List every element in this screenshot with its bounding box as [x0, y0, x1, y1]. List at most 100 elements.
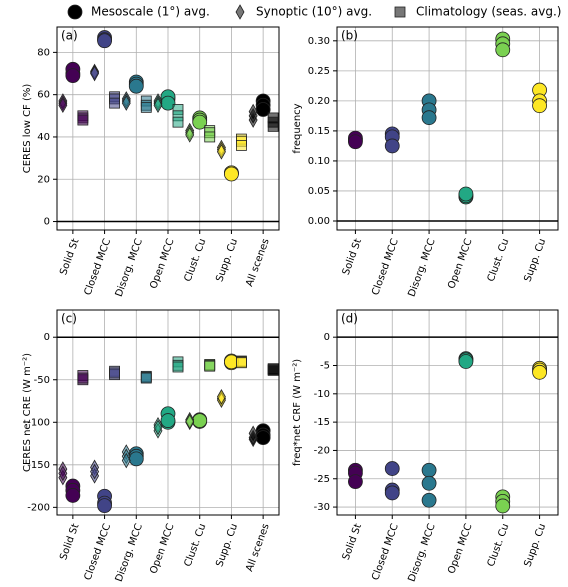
circle-marker: [65, 488, 81, 503]
y-tick-label: 0: [324, 332, 330, 343]
square-marker: [204, 131, 216, 143]
diamond-marker: [185, 127, 195, 143]
y-tick-label: 0.10: [308, 156, 330, 167]
circle-marker: [421, 462, 437, 478]
y-tick-label: -50: [34, 375, 50, 386]
x-tick-label: Clust. Cu: [486, 522, 512, 568]
circle-marker: [255, 430, 271, 445]
x-tick-label: Disorg. MCC: [114, 522, 145, 583]
y-tick-label: -30: [314, 502, 330, 513]
square-marker: [204, 360, 216, 372]
x-tick-label: Supp. Cu: [522, 522, 548, 568]
circle-marker: [97, 498, 112, 514]
y-tick-label: -100: [27, 417, 50, 428]
circle-marker: [458, 354, 474, 369]
circle-marker: [421, 475, 437, 491]
x-tick-label: Supp. Cu: [522, 237, 548, 283]
square-marker: [77, 372, 89, 384]
legend-marker: [67, 4, 83, 20]
x-tick-label: Disorg. MCC: [407, 237, 438, 298]
x-tick-label: Supp. Cu: [214, 237, 240, 283]
circle-marker: [97, 33, 112, 49]
circle-marker: [128, 451, 144, 467]
x-tick-label: Open MCC: [446, 237, 474, 290]
circle-marker: [348, 474, 363, 489]
square-marker: [267, 364, 279, 376]
diamond-marker: [58, 97, 68, 114]
diamond-marker: [216, 143, 226, 160]
legend-marker: [394, 6, 406, 18]
x-tick-label: Clust. Cu: [486, 237, 512, 283]
circle-marker: [384, 138, 400, 154]
square-marker: [77, 114, 89, 126]
x-tick-label: Disorg. MCC: [114, 237, 145, 298]
x-tick-label: Open MCC: [148, 522, 176, 575]
y-tick-label: -5: [320, 360, 330, 371]
circle-marker: [192, 413, 208, 428]
circle-marker: [65, 68, 81, 84]
square-marker: [236, 140, 247, 151]
y-tick-label: 0.25: [308, 66, 330, 77]
x-tick-label: Solid St: [58, 237, 81, 276]
x-tick-label: Closed MCC: [370, 522, 401, 582]
x-tick-label: Solid St: [58, 522, 81, 561]
y-axis-label: CERES net CRE (W m⁻²): [22, 353, 33, 472]
diamond-marker: [121, 452, 131, 469]
y-tick-label: -25: [314, 474, 330, 485]
plot-frame: [336, 26, 559, 231]
circle-marker: [458, 186, 474, 202]
square-marker: [267, 120, 279, 132]
panel-label: (b): [341, 29, 358, 43]
y-tick-label: 0.30: [308, 36, 330, 47]
square-marker: [236, 357, 247, 369]
circle-marker: [495, 498, 511, 514]
circle-marker: [532, 364, 547, 380]
y-tick-label: 0.15: [308, 126, 330, 137]
x-tick-label: All scenes: [244, 522, 271, 573]
square-marker: [172, 116, 184, 128]
y-tick-label: 20: [37, 174, 50, 185]
y-tick-label: 0: [44, 217, 50, 228]
diamond-marker: [248, 431, 258, 448]
x-tick-label: Open MCC: [148, 237, 176, 290]
x-tick-label: Disorg. MCC: [407, 522, 438, 583]
x-tick-label: Closed MCC: [83, 522, 114, 582]
x-tick-label: Closed MCC: [83, 237, 114, 297]
diamond-marker: [90, 463, 100, 480]
circle-marker: [384, 485, 400, 501]
panel-label: (a): [61, 29, 78, 43]
diamond-marker: [248, 112, 258, 128]
legend-marker: [235, 4, 245, 20]
x-tick-label: Clust. Cu: [183, 237, 209, 283]
diamond-marker: [90, 65, 100, 82]
circle-marker: [495, 42, 511, 58]
x-tick-label: Solid St: [341, 522, 364, 561]
legend-label: Climatology (seas. avg.): [416, 5, 561, 19]
x-tick-label: Clust. Cu: [183, 522, 209, 568]
circle-marker: [421, 492, 437, 508]
circle-marker: [384, 461, 400, 476]
y-tick-label: 60: [37, 90, 50, 101]
legend-label: Synoptic (10°) avg.: [256, 5, 372, 19]
y-tick-label: -150: [27, 460, 50, 471]
y-tick-label: 0.05: [308, 186, 330, 197]
square-marker: [140, 101, 152, 113]
x-tick-label: Open MCC: [446, 522, 474, 575]
y-tick-label: -200: [27, 502, 50, 513]
y-tick-label: 40: [37, 132, 50, 143]
circle-marker: [421, 110, 437, 126]
circle-marker: [160, 413, 176, 428]
y-axis-label: CERES low CF (%): [22, 84, 33, 174]
y-tick-label: 0.00: [308, 216, 330, 227]
circle-marker: [532, 98, 547, 114]
x-tick-label: Solid St: [341, 237, 364, 276]
square-marker: [109, 97, 120, 109]
panel-label: (d): [341, 312, 358, 326]
circle-marker: [128, 78, 144, 94]
legend-label: Mesoscale (1°) avg.: [91, 5, 210, 19]
plot-frame: [56, 26, 280, 231]
y-tick-label: 80: [37, 47, 50, 58]
square-marker: [109, 367, 120, 379]
diamond-marker: [185, 413, 195, 430]
circle-marker: [348, 134, 363, 150]
